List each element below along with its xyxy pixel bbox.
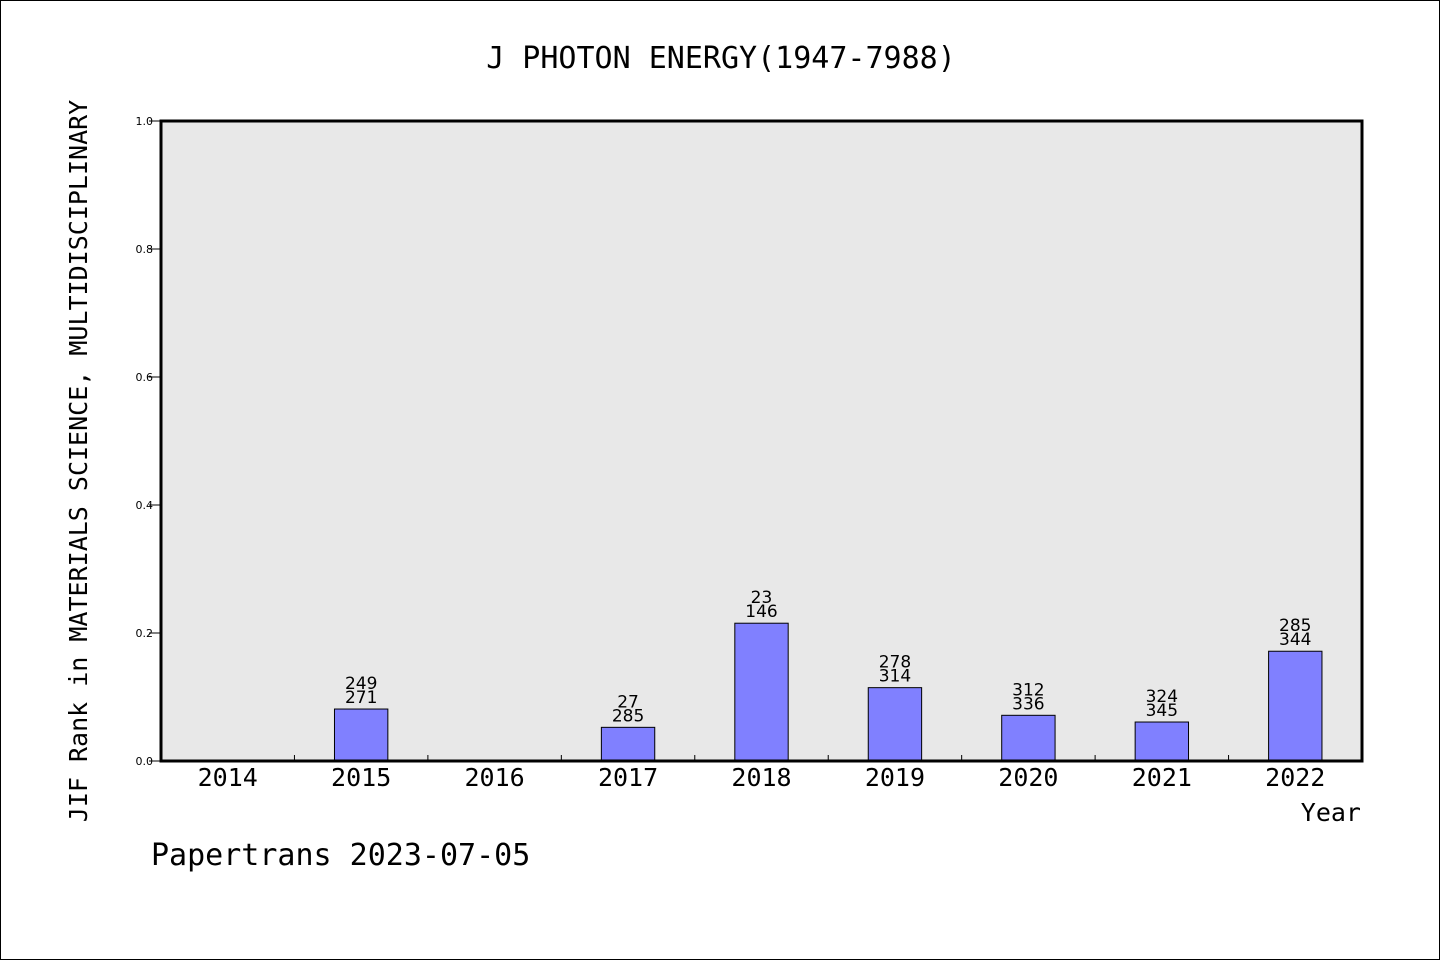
bar-total-label: 344	[1279, 630, 1311, 650]
x-ticks-layer: 2014 2015 2016 2017 2018 2019 2020 2021 2022	[198, 755, 1325, 792]
bar-rank-label: 312	[1012, 680, 1044, 700]
bar-rank-label: 324	[1146, 687, 1178, 707]
bar-total-label: 146	[745, 602, 777, 622]
watermark-text: Papertrans 2023-07-05	[151, 838, 530, 873]
x-tick-label: 2021	[1132, 763, 1192, 792]
y-tick-label: 1.0	[136, 115, 154, 128]
bar-total-label: 285	[612, 706, 644, 726]
x-tick-label: 2017	[598, 763, 658, 792]
x-tick-label: 2016	[465, 763, 525, 792]
x-tick-label: 2014	[198, 763, 258, 792]
x-tick-label: 2020	[998, 763, 1058, 792]
bar-rank-label: 249	[345, 674, 377, 694]
x-tick-label: 2015	[331, 763, 391, 792]
bar-2017	[600, 726, 656, 762]
y-axis-label: JIF Rank in MATERIALS SCIENCE, MULTIDISC…	[64, 100, 93, 822]
bar-rank-label: 27	[617, 692, 639, 712]
y-tick-label: 0.2	[136, 627, 154, 640]
bar-total-label: 314	[879, 667, 911, 687]
bar-2018	[734, 622, 789, 762]
bar-2015	[333, 708, 389, 762]
bar-total-label: 345	[1146, 701, 1178, 721]
plot-frame	[159, 119, 1364, 763]
bar-2022	[1268, 650, 1323, 762]
x-tick-label: 2019	[865, 763, 925, 792]
chart-title: J PHOTON ENERGY(1947-7988)	[486, 41, 956, 76]
bar-2020	[1001, 714, 1056, 762]
bar-2019	[867, 687, 923, 762]
bar-rank-label: 285	[1279, 616, 1311, 636]
bar-total-label: 336	[1012, 694, 1044, 714]
y-tick-label: 0.8	[136, 243, 154, 256]
bar-total-label: 271	[345, 688, 377, 708]
bar-2021	[1134, 721, 1190, 762]
y-tick-label: 0.6	[136, 371, 154, 384]
bars-layer	[333, 622, 1323, 762]
y-ticks-layer: 0.0 0.2 0.4 0.6 0.8 1.0	[136, 115, 161, 768]
y-tick-label: 0.0	[136, 755, 154, 768]
bar-rank-label: 23	[751, 588, 773, 608]
bar-rank-label: 278	[879, 653, 911, 673]
x-tick-label: 2018	[731, 763, 791, 792]
x-axis-label: Year	[1301, 798, 1361, 827]
y-tick-label: 0.4	[136, 499, 154, 512]
x-tick-label: 2022	[1265, 763, 1325, 792]
